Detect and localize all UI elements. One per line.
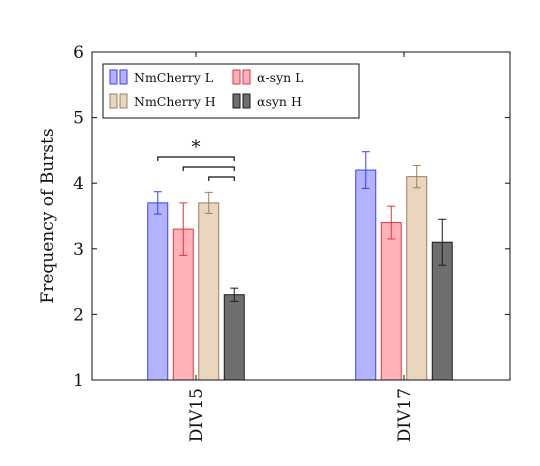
- significance-bracket: [208, 176, 235, 181]
- y-axis-title: Frequency of Bursts: [38, 128, 58, 303]
- legend-swatch: [119, 93, 128, 109]
- y-tick-label: 6: [73, 43, 84, 63]
- y-tick-label: 2: [73, 305, 84, 325]
- bars-layer: [147, 169, 453, 381]
- plot-frame: [91, 51, 511, 381]
- y-tick-label: 4: [73, 174, 84, 194]
- legend-swatch: [242, 69, 251, 85]
- legend-label: NmCherry L: [134, 70, 213, 85]
- y-tick-label: 5: [73, 109, 84, 129]
- legend-swatch: [242, 93, 251, 109]
- legend-swatch: [232, 69, 241, 85]
- bar: [198, 202, 220, 381]
- significance-star: *: [192, 137, 201, 158]
- legend-swatch: [109, 93, 118, 109]
- bar: [406, 176, 428, 381]
- significance-layer: *: [157, 137, 235, 181]
- significance-bracket: [157, 156, 235, 161]
- error-bars-layer: [153, 151, 447, 302]
- legend-swatch: [232, 93, 241, 109]
- bar: [147, 202, 169, 381]
- legend-swatch: [109, 69, 118, 85]
- bar: [380, 222, 402, 381]
- legend-box: [102, 63, 360, 119]
- axes-layer: 1 2 3 4 5 6 DIV15 DIV17: [73, 43, 510, 442]
- legend-label: αsyn H: [257, 94, 302, 109]
- legend-swatch: [119, 69, 128, 85]
- legend-label: NmCherry H: [134, 94, 216, 109]
- legend: NmCherry L α-syn L NmCherry H αsyn H: [102, 63, 360, 119]
- x-tick-label: DIV17: [395, 388, 415, 442]
- bar: [223, 294, 245, 381]
- bar: [355, 169, 377, 381]
- y-tick-label: 1: [73, 371, 84, 391]
- x-tick-label: DIV15: [187, 388, 207, 442]
- legend-label: α-syn L: [257, 70, 303, 85]
- y-tick-label: 3: [73, 240, 84, 260]
- significance-bracket: [182, 166, 235, 171]
